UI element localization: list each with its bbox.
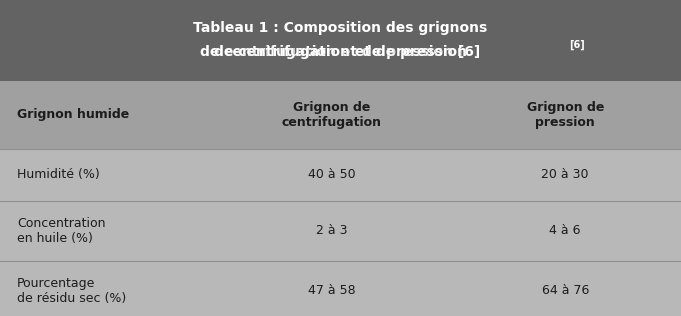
Text: de centrifugation et de pression: de centrifugation et de pression	[214, 45, 467, 59]
Text: Grignon de
pression: Grignon de pression	[526, 100, 604, 129]
Text: de centrifugation et de pression: de centrifugation et de pression	[214, 45, 467, 59]
Text: Humidité (%): Humidité (%)	[17, 168, 100, 181]
Bar	[0, 0, 681, 81]
Text: 20 à 30: 20 à 30	[541, 168, 589, 181]
Text: Grignon de
centrifugation: Grignon de centrifugation	[282, 100, 382, 129]
Bar	[0, 201, 681, 261]
Bar	[0, 81, 681, 149]
Bar	[0, 261, 681, 316]
Text: [6]: [6]	[569, 40, 584, 50]
Text: Grignon humide: Grignon humide	[17, 108, 129, 121]
Text: 2 à 3: 2 à 3	[316, 224, 348, 237]
Bar	[0, 149, 681, 201]
Text: de centrifugation et de pression [6]: de centrifugation et de pression [6]	[200, 45, 481, 59]
Text: Concentration
en huile (%): Concentration en huile (%)	[17, 217, 106, 245]
Text: Tableau 1 : Composition des grignons: Tableau 1 : Composition des grignons	[193, 21, 488, 35]
Text: 4 à 6: 4 à 6	[550, 224, 581, 237]
Text: 40 à 50: 40 à 50	[308, 168, 355, 181]
Text: 47 à 58: 47 à 58	[308, 284, 355, 297]
Text: 64 à 76: 64 à 76	[541, 284, 589, 297]
Text: Pourcentage
de résidu sec (%): Pourcentage de résidu sec (%)	[17, 277, 126, 305]
